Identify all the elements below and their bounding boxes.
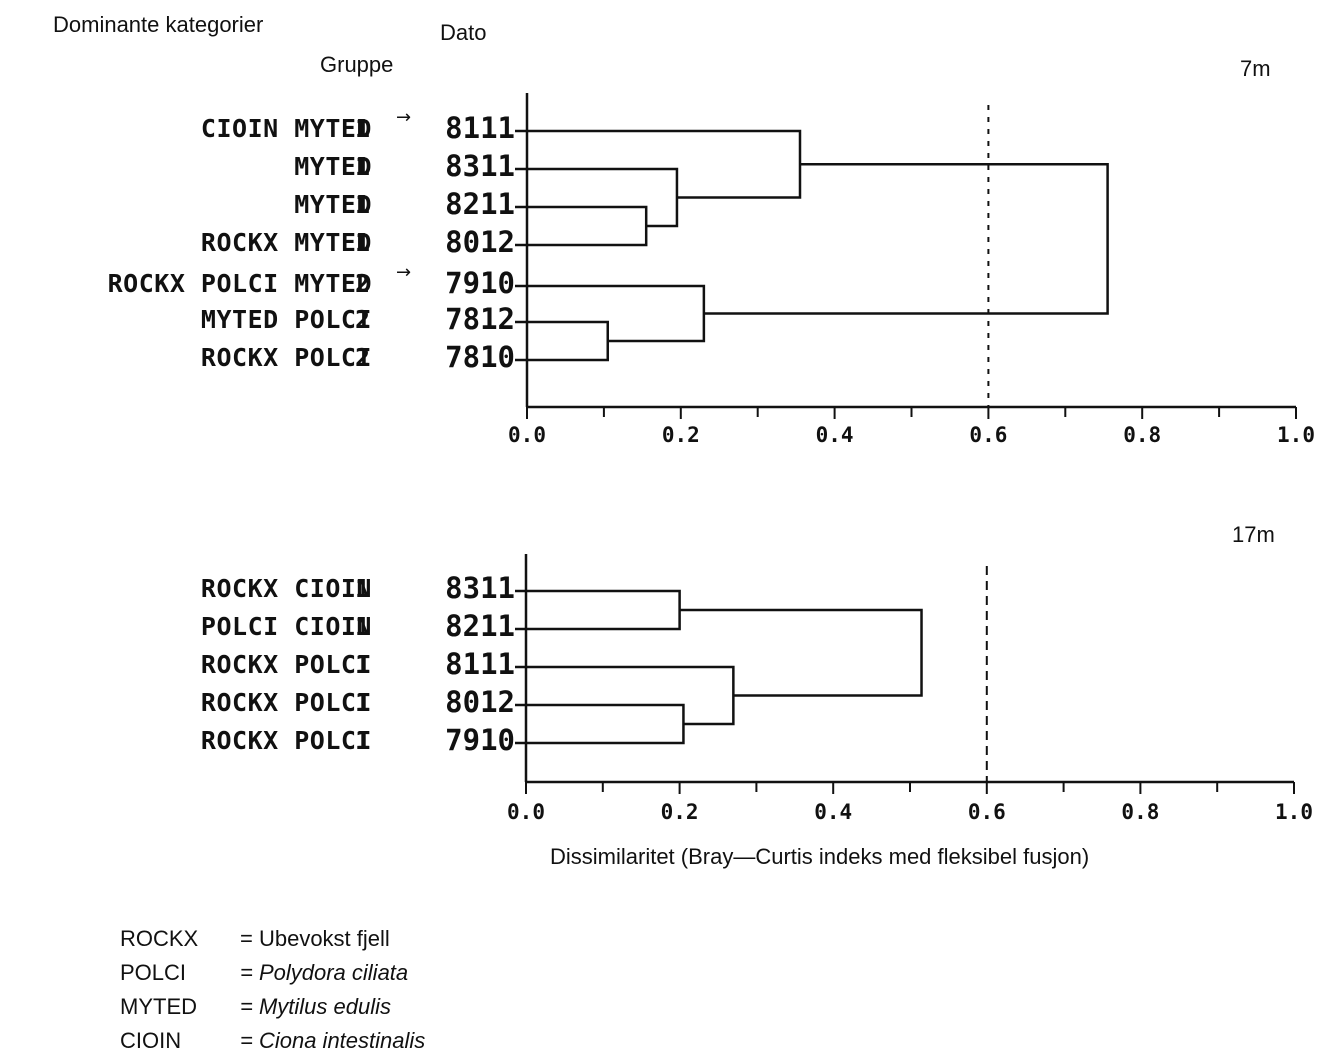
x-tick-label: 0.6 (969, 423, 1007, 447)
dendrogram-link (527, 320, 609, 362)
row-categories: MYTED POLCI (200, 305, 372, 334)
dendrogram-link (526, 665, 735, 726)
legend-code: ROCKX (120, 926, 199, 951)
legend-item-cioin: CIOIN = Ciona intestinalis (120, 1028, 425, 1054)
row-categories: MYTED (294, 152, 372, 181)
dendrogram-link (526, 589, 681, 631)
row-categories: ROCKX MYTED (200, 228, 372, 257)
x-tick-label: 0.0 (507, 800, 545, 824)
row-date: 8311 (445, 571, 515, 605)
row-categories: CIOIN MYTED (200, 114, 372, 143)
row-categories: ROCKX POLCI (200, 726, 372, 755)
dendrogram-link (527, 129, 802, 199)
x-tick-label: 0.8 (1123, 423, 1161, 447)
row-categories: ROCKX POLCI (200, 650, 372, 679)
legend-definition: = Ciona intestinalis (240, 1028, 426, 1053)
legend-item-rockx: ROCKX = Ubevokst fjell (120, 926, 390, 952)
header-date: Dato (440, 20, 487, 45)
row-group: 1 (355, 228, 371, 257)
header-group: Gruppe (320, 52, 394, 77)
legend-item-polci: POLCI = Polydora ciliata (120, 960, 408, 986)
row-date: 7910 (445, 266, 515, 300)
x-axis-label: Dissimilaritet (Bray—Curtis indeks med f… (550, 844, 1090, 869)
legend-definition: = Polydora ciliata (240, 960, 409, 985)
row-group: 1 (355, 574, 371, 603)
x-tick-label: 0.6 (968, 800, 1006, 824)
row-group: 1 (355, 190, 371, 219)
arrow-marker-icon: → (396, 262, 412, 283)
row-group: 1 (355, 612, 371, 641)
legend-definition: = Ubevokst fjell (240, 926, 390, 951)
legend-definition: = Mytilus edulis (240, 994, 392, 1019)
row-categories: ROCKX CIOIN (200, 574, 372, 603)
dendrogram-link (703, 163, 1109, 315)
row-date: 8012 (445, 685, 515, 719)
x-tick-label: 0.2 (661, 800, 699, 824)
row-date: 7910 (445, 723, 515, 757)
dendrogram-link (526, 703, 685, 745)
x-tick-label: 0.4 (816, 423, 854, 447)
row-date: 8211 (445, 609, 515, 643)
row-group: 1 (355, 114, 371, 143)
row-date: 8311 (445, 149, 515, 183)
x-tick-label: 0.0 (508, 423, 546, 447)
arrow-marker-icon: → (396, 107, 412, 128)
legend-code: POLCI (120, 960, 187, 985)
row-group: 1 (355, 688, 371, 717)
row-categories: POLCI CIOIN (200, 612, 372, 641)
row-date: 8012 (445, 225, 515, 259)
dendrogram-link (679, 608, 923, 697)
dendrogram-link (527, 205, 648, 247)
row-group: 2 (355, 343, 371, 372)
legend-code: CIOIN (120, 1028, 182, 1053)
header-dominant-categories: Dominante kategorier (53, 12, 264, 37)
row-group: 2 (355, 269, 371, 298)
x-tick-label: 0.2 (662, 423, 700, 447)
dendrogram-link (527, 284, 706, 343)
x-tick-label: 0.8 (1121, 800, 1159, 824)
x-tick-label: 0.4 (814, 800, 852, 824)
legend-item-myted: MYTED = Mytilus edulis (120, 994, 391, 1020)
panel-7m-depth-label: 7m (1240, 56, 1271, 81)
row-categories: ROCKX POLCI (200, 688, 372, 717)
row-date: 8111 (445, 111, 515, 145)
row-date: 7810 (445, 340, 515, 374)
dendrogram-link (527, 167, 679, 228)
x-tick-label: 1.0 (1275, 800, 1313, 824)
row-categories: MYTED (294, 190, 372, 219)
row-date: 8111 (445, 647, 515, 681)
row-group: 2 (355, 305, 371, 334)
row-group: 1 (355, 650, 371, 679)
row-group: 1 (355, 726, 371, 755)
x-tick-label: 1.0 (1277, 423, 1315, 447)
row-categories: ROCKX POLCI (200, 343, 372, 372)
legend-code: MYTED (120, 994, 197, 1019)
row-group: 1 (355, 152, 371, 181)
row-date: 8211 (445, 187, 515, 221)
row-categories: ROCKX POLCI MYTED (107, 269, 372, 298)
panel-17m-depth-label: 17m (1232, 522, 1275, 547)
row-date: 7812 (445, 302, 515, 336)
